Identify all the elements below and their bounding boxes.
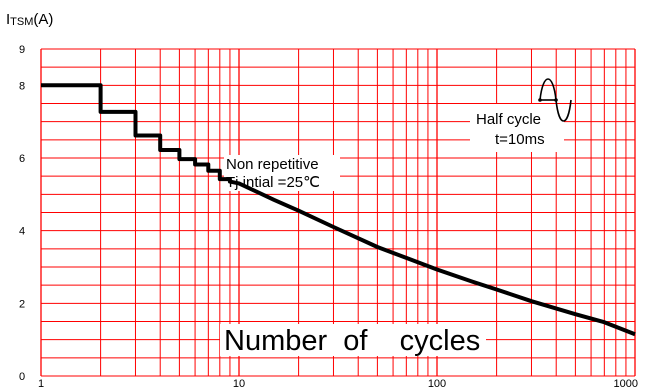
grid-lines — [40, 48, 636, 377]
y-tick-label: 6 — [19, 153, 25, 165]
x-tick-label: 10 — [233, 378, 245, 390]
y-tick-label: 2 — [19, 298, 25, 310]
y-tick-label: 0 — [19, 371, 25, 383]
y-axis-label-main: I — [6, 11, 10, 28]
surge-curve-line — [41, 83, 636, 337]
x-tick-label: 1000 — [614, 378, 638, 390]
annotation-half-cycle-bg — [470, 104, 564, 152]
half-cycle-end-dot — [554, 98, 558, 102]
annotation-tj-initial: Tj intial =25℃ — [226, 174, 320, 191]
annotation-t-value: t=10ms — [495, 131, 545, 148]
surge-curve — [41, 83, 636, 337]
tick-labels: 0 2 4 6 8 9 1 10 100 1000 — [19, 44, 638, 390]
x-tick-label: 1 — [38, 378, 44, 390]
annotation-non-repetitive: Non repetitive — [226, 156, 319, 173]
x-tick-label: 100 — [428, 378, 446, 390]
y-axis-label-sub: TSM — [10, 16, 33, 28]
y-tick-label: 4 — [19, 226, 25, 238]
y-tick-label: 8 — [19, 80, 25, 92]
y-axis-label: ITSM(A) — [6, 11, 53, 28]
annotation-half-cycle: Half cycle — [476, 111, 541, 128]
half-cycle-start-dot — [538, 98, 542, 102]
xlabel-bg — [220, 324, 486, 356]
y-tick-label: 9 — [19, 44, 25, 56]
y-axis-label-unit: (A) — [33, 11, 53, 28]
x-axis-label: Number of cycles — [224, 325, 480, 357]
